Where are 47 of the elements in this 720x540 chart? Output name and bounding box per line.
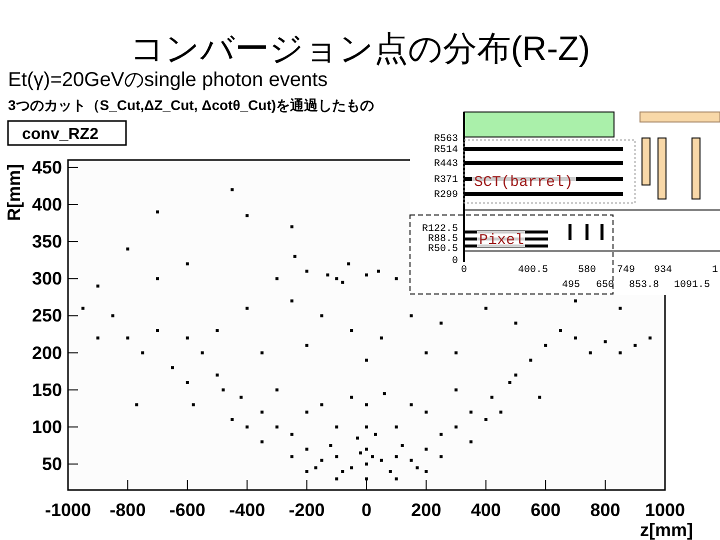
annotation: R299 (434, 190, 458, 201)
x-axis-title: z[mm] (640, 520, 693, 540)
annotation: R443 (434, 159, 458, 170)
annotation: SCT(barrel) (474, 174, 574, 191)
x-tick-label: 600 (530, 500, 561, 520)
y-tick-label: 300 (32, 268, 62, 289)
annotation: 0 (460, 265, 468, 276)
text: 1 (712, 265, 718, 276)
annotation: 495 (562, 280, 580, 291)
text: 3つのカット（S_Cut,ΔZ_Cut, Δcotθ_Cut)を通過したもの (8, 97, 374, 113)
x-tick-label: -1000 (44, 500, 92, 520)
annotation: Pixel (479, 232, 524, 249)
annotation: 749 (616, 265, 636, 276)
x-tick-label: 0 (361, 500, 372, 520)
x-tick-label: -800 (110, 500, 146, 520)
y-tick-label: 200 (32, 342, 62, 363)
x-tick-label: -200 (288, 500, 325, 520)
annotation: 853.8 (628, 280, 660, 291)
x-tick-label: 800 (590, 500, 620, 520)
text: R563 (434, 134, 458, 145)
y-axis-title: R[mm] (4, 164, 24, 221)
annotation: 650 (596, 280, 614, 291)
y-tick-label: 250 (32, 306, 62, 326)
y-tick-label: 400 (32, 194, 62, 214)
y-tick-label: 450 (32, 157, 62, 178)
annotation: 934 (654, 265, 672, 276)
x-tick-label: 200 (411, 500, 442, 520)
y-tick-label: 100 (32, 416, 62, 437)
y-tick-label: 350 (32, 232, 62, 252)
x-tick-label: 400 (470, 500, 501, 520)
text: 1091.5 (674, 280, 710, 291)
y-tick-label: 50 (42, 454, 62, 474)
annotation: 400.5 (518, 265, 548, 276)
chart-subtitle: Et(γ)=20GeVのsingle photon events (8, 69, 328, 91)
chart-title: コンバージョン点の分布(R-Z) (130, 30, 590, 68)
x-tick-label: -400 (229, 500, 266, 520)
annotation: R122.5 (422, 224, 458, 235)
annotation: 580 (578, 265, 596, 276)
text: R514 (434, 145, 458, 156)
annotation: R88.5 (428, 234, 458, 245)
x-tick-label: -600 (169, 500, 206, 520)
annotation: R371 (434, 175, 458, 186)
x-tick-label: 1000 (644, 500, 686, 520)
annotation: 0 (452, 256, 458, 267)
text: conv_RZ2 (22, 126, 99, 143)
annotation: R50.5 (428, 244, 458, 255)
y-tick-label: 150 (32, 380, 62, 400)
